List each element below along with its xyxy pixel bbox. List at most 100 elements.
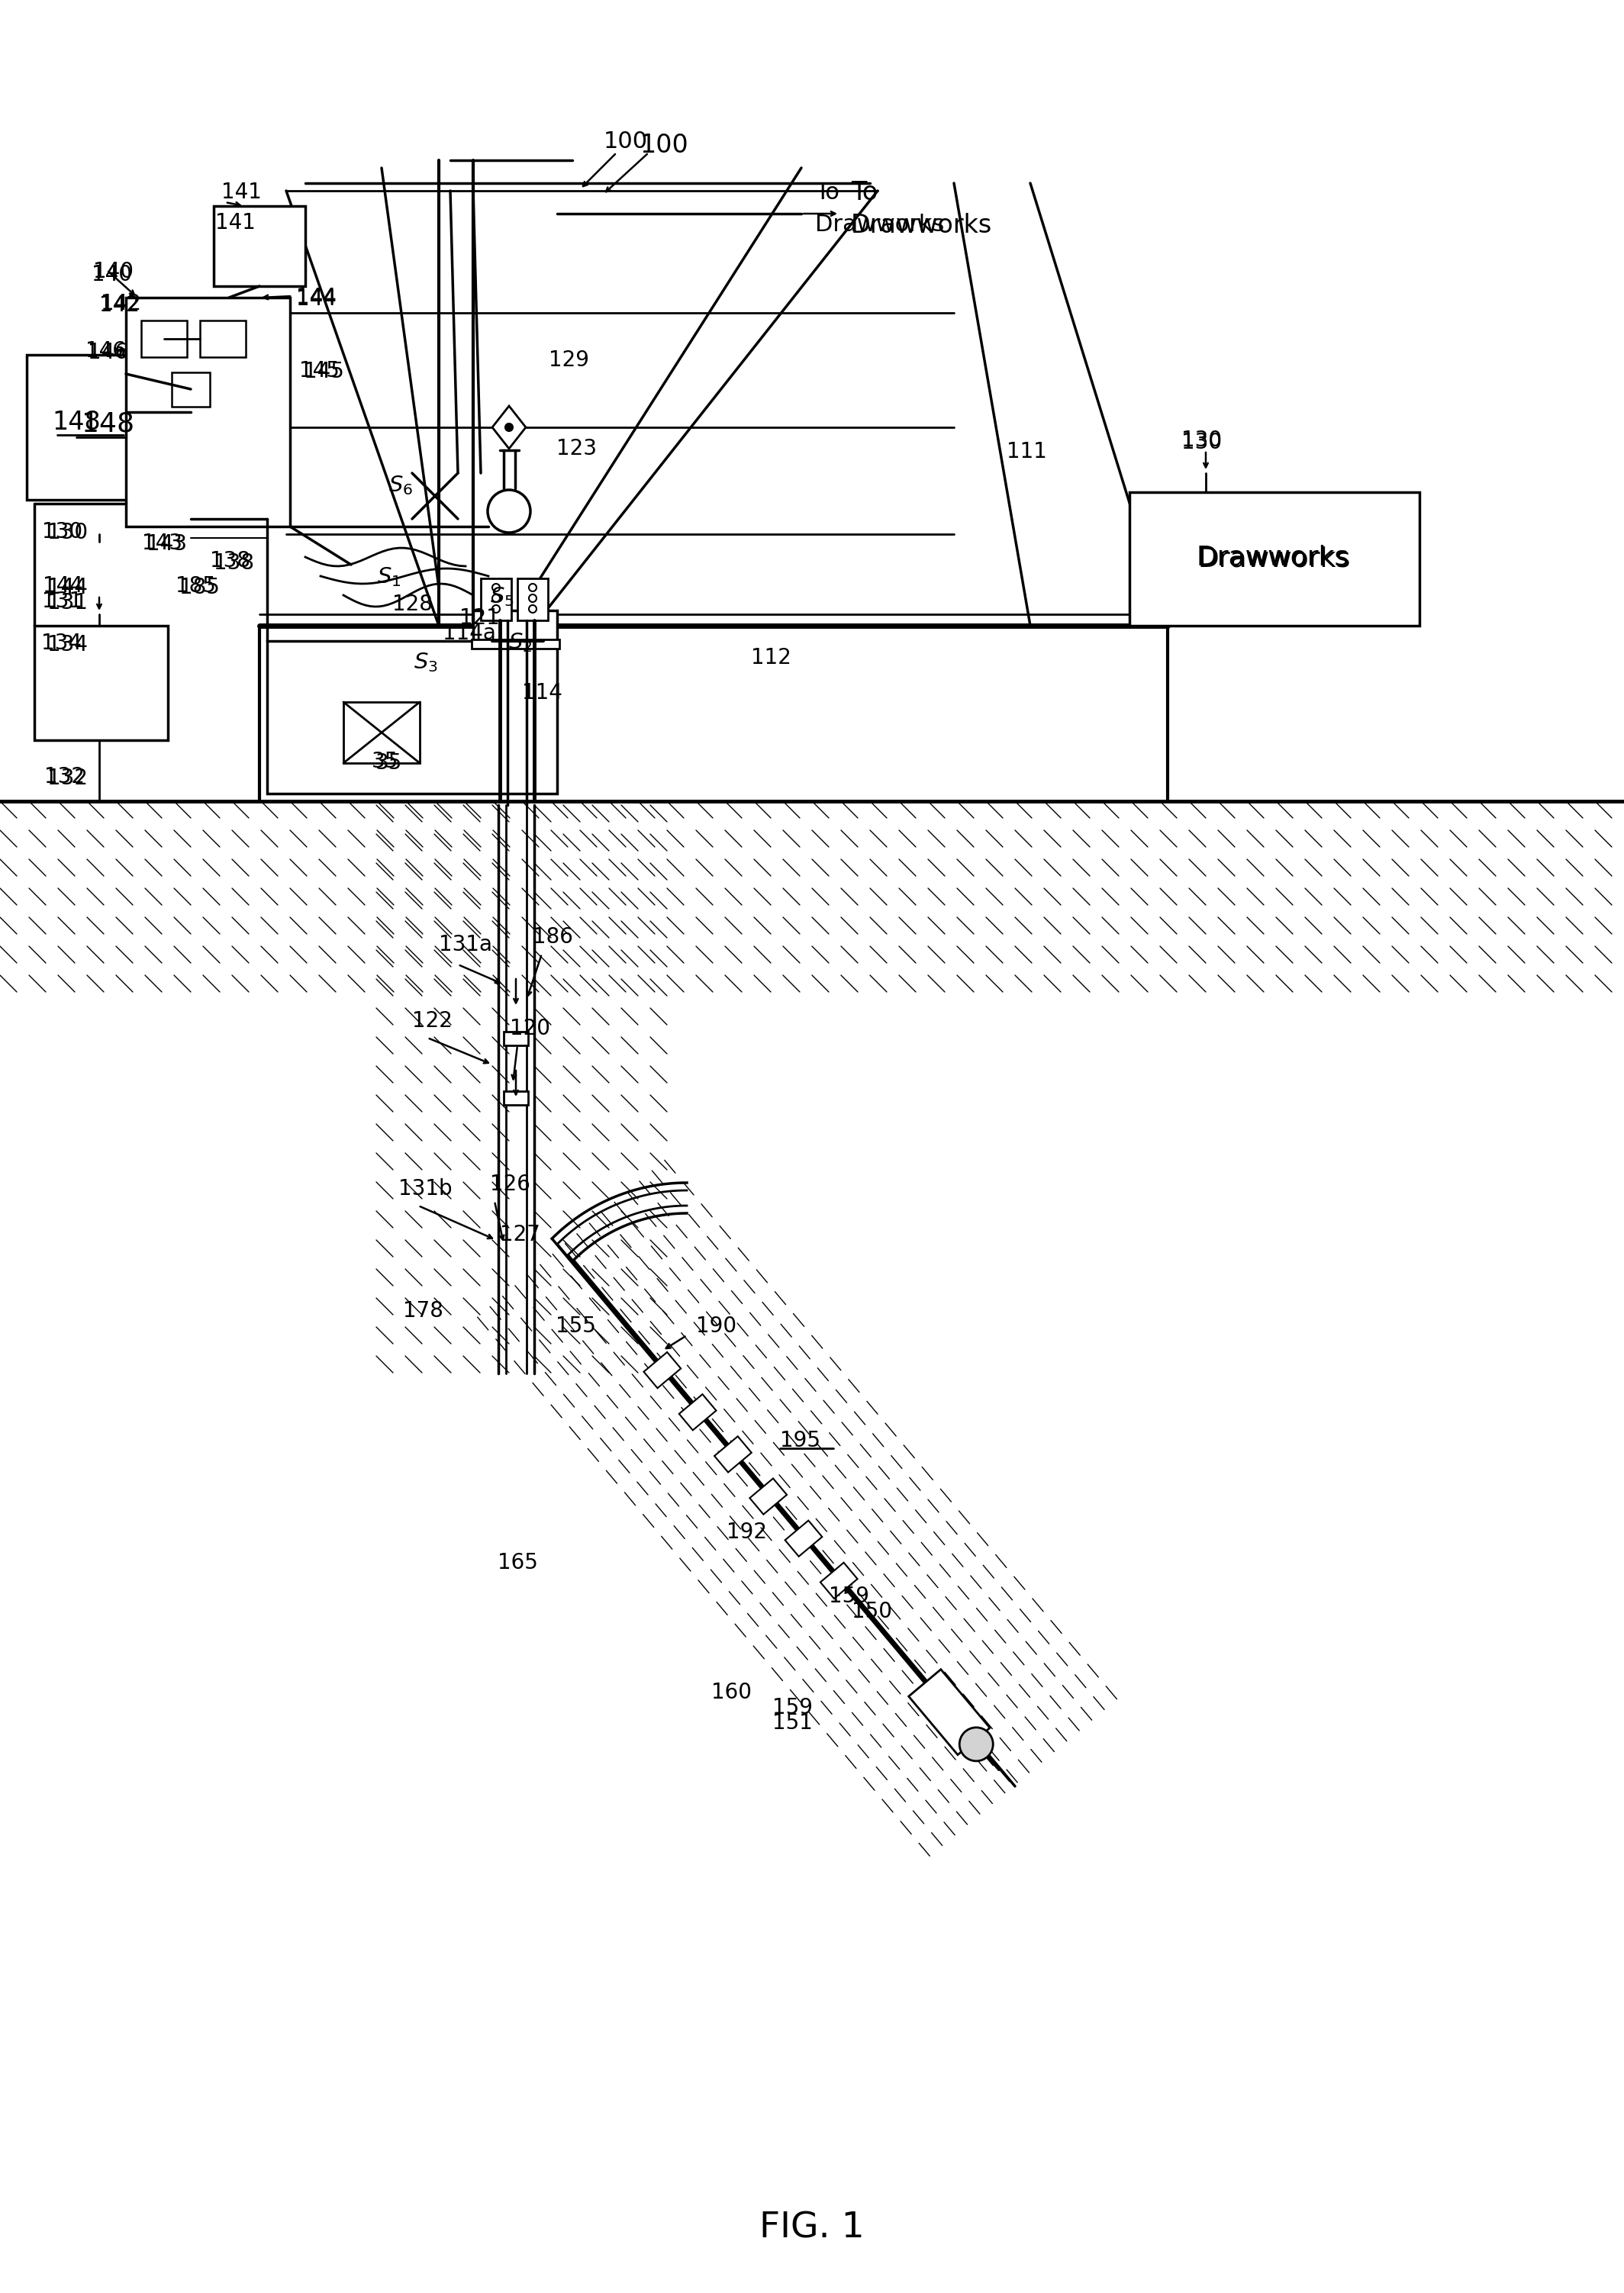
Text: 112: 112 — [750, 647, 791, 670]
Bar — [473, 610, 557, 642]
Text: 146: 146 — [88, 342, 128, 362]
Text: 111: 111 — [1007, 440, 1046, 463]
Polygon shape — [820, 1562, 857, 1598]
Bar — [471, 640, 559, 649]
Text: 195: 195 — [780, 1431, 820, 1451]
Text: 100: 100 — [604, 131, 648, 151]
Text: 186: 186 — [533, 926, 573, 947]
Text: 141: 141 — [216, 213, 255, 234]
Text: Drawworks: Drawworks — [815, 213, 944, 236]
Text: 131: 131 — [42, 592, 83, 612]
Text: Drawworks: Drawworks — [1199, 546, 1351, 571]
Text: 132: 132 — [44, 766, 84, 786]
Text: 178: 178 — [403, 1300, 443, 1321]
Text: 144: 144 — [42, 576, 83, 596]
Text: 132: 132 — [47, 768, 88, 789]
Polygon shape — [679, 1394, 716, 1431]
Text: Drawworks: Drawworks — [1197, 543, 1350, 571]
Text: 150: 150 — [851, 1601, 892, 1621]
Bar — [503, 1091, 528, 1105]
Circle shape — [529, 594, 536, 603]
Text: 114: 114 — [521, 683, 562, 704]
Bar — [343, 702, 419, 764]
Text: 151: 151 — [771, 1713, 812, 1734]
Text: $S_3$: $S_3$ — [414, 651, 438, 674]
Text: 144: 144 — [296, 287, 336, 307]
Text: 148: 148 — [81, 410, 135, 436]
Text: 165: 165 — [497, 1552, 538, 1573]
Text: 114a: 114a — [443, 624, 495, 644]
Bar — [214, 206, 305, 287]
Text: 127: 127 — [500, 1224, 541, 1245]
Text: 190: 190 — [697, 1316, 737, 1337]
Text: 35: 35 — [375, 752, 403, 773]
Circle shape — [492, 585, 500, 592]
Text: 131a: 131a — [438, 933, 492, 956]
Text: 138: 138 — [214, 553, 253, 573]
Text: 128: 128 — [391, 594, 432, 615]
Text: 144: 144 — [47, 578, 88, 598]
Text: 130: 130 — [47, 523, 88, 543]
Text: 143: 143 — [141, 532, 182, 555]
Bar — [518, 578, 547, 621]
Text: 142: 142 — [101, 294, 141, 314]
Text: 138: 138 — [209, 550, 250, 571]
Text: 134: 134 — [41, 633, 81, 654]
Text: 140: 140 — [91, 264, 132, 284]
Circle shape — [492, 605, 500, 612]
Bar — [141, 321, 187, 358]
Text: 159: 159 — [771, 1697, 812, 1717]
Polygon shape — [784, 1520, 822, 1557]
Text: 160: 160 — [711, 1681, 752, 1704]
Text: 144: 144 — [296, 289, 336, 310]
Text: 145: 145 — [304, 360, 344, 383]
Polygon shape — [643, 1353, 680, 1387]
Circle shape — [529, 605, 536, 612]
Text: $S_2$: $S_2$ — [508, 631, 533, 654]
Text: 159: 159 — [828, 1587, 869, 1607]
Text: 130: 130 — [1181, 431, 1221, 454]
Bar — [34, 626, 167, 741]
Text: 126: 126 — [490, 1174, 531, 1195]
Text: 185: 185 — [175, 576, 216, 596]
Circle shape — [505, 424, 513, 431]
Text: 121: 121 — [460, 608, 500, 628]
Polygon shape — [750, 1479, 786, 1513]
Text: 155: 155 — [555, 1316, 596, 1337]
Text: 130: 130 — [1181, 429, 1221, 452]
Text: 145: 145 — [299, 360, 339, 381]
Bar — [127, 298, 291, 527]
Text: $S_6$: $S_6$ — [388, 475, 412, 498]
Text: 129: 129 — [549, 349, 590, 371]
Text: To: To — [851, 179, 879, 204]
Text: 123: 123 — [555, 438, 596, 459]
Text: 146: 146 — [86, 339, 125, 362]
Text: 185: 185 — [179, 578, 219, 598]
Text: 100: 100 — [640, 133, 689, 158]
Bar — [1129, 493, 1419, 626]
Polygon shape — [715, 1435, 752, 1472]
Text: 131: 131 — [47, 592, 88, 615]
Text: FIG. 1: FIG. 1 — [760, 2210, 864, 2245]
Polygon shape — [909, 1669, 991, 1754]
Bar — [26, 355, 190, 500]
Text: 134: 134 — [47, 635, 88, 656]
Bar — [200, 321, 245, 358]
Text: 120: 120 — [510, 1018, 551, 1039]
Circle shape — [960, 1727, 992, 1761]
Polygon shape — [492, 406, 526, 449]
Bar — [481, 578, 512, 621]
Circle shape — [487, 491, 531, 532]
Bar — [172, 371, 209, 406]
Text: 130: 130 — [42, 521, 83, 543]
Text: $S_1$: $S_1$ — [377, 566, 401, 589]
Circle shape — [529, 585, 536, 592]
Text: 142: 142 — [99, 294, 140, 316]
Bar — [503, 1032, 528, 1046]
Text: 140: 140 — [93, 261, 133, 282]
Text: 192: 192 — [726, 1523, 767, 1543]
Text: Drawworks: Drawworks — [851, 213, 992, 238]
Text: 35: 35 — [372, 750, 400, 773]
Circle shape — [492, 594, 500, 603]
Text: 148: 148 — [52, 410, 101, 436]
